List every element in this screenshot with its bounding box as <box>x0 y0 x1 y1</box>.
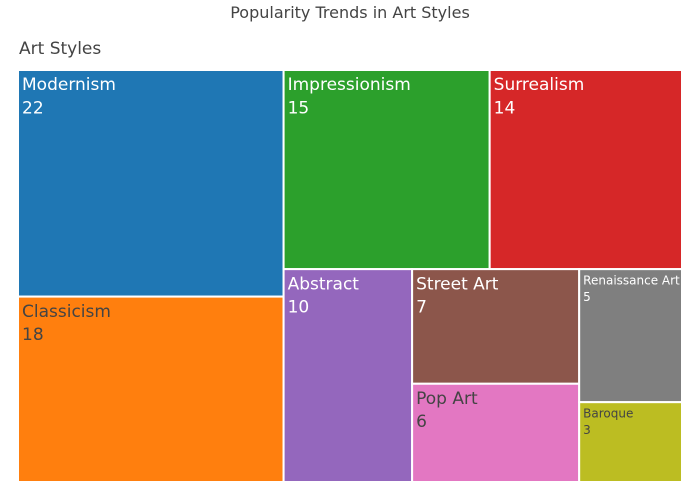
tile-label: Classicism <box>22 302 111 322</box>
treemap-tile-surrealism[interactable]: Surrealism 14 <box>488 69 684 271</box>
chart-title: Popularity Trends in Art Styles <box>230 3 470 22</box>
treemap-tile-street-art[interactable]: Street Art 7 <box>411 268 581 385</box>
tile-label: Pop Art <box>416 389 478 409</box>
treemap-tile-pop-art[interactable]: Pop Art 6 <box>411 382 581 483</box>
tile-value: 10 <box>288 298 310 318</box>
treemap-tile-renaissance-art[interactable]: Renaissance Art 5 <box>578 268 683 404</box>
tile-label: Abstract <box>288 274 360 294</box>
treemap-root-label[interactable]: Art Styles <box>19 39 102 59</box>
tile-label: Street Art <box>416 274 499 294</box>
treemap-tile-classicism[interactable]: Classicism 18 <box>17 295 285 483</box>
tile-value: 22 <box>22 98 44 118</box>
tile-value: 5 <box>583 290 591 304</box>
tile-value: 7 <box>416 298 427 318</box>
tile-label: Modernism <box>22 75 116 95</box>
tile-label: Impressionism <box>288 75 411 95</box>
treemap-rect[interactable] <box>17 69 285 298</box>
tile-value: 18 <box>22 325 44 345</box>
tile-label: Renaissance Art <box>583 274 680 288</box>
treemap-rect[interactable] <box>282 69 491 271</box>
tile-value: 6 <box>416 412 427 432</box>
tile-label: Surrealism <box>494 75 585 95</box>
treemap-rect[interactable] <box>488 69 684 271</box>
treemap-tile-impressionism[interactable]: Impressionism 15 <box>282 69 491 271</box>
treemap-tile-abstract[interactable]: Abstract 10 <box>282 268 414 483</box>
treemap-tile-modernism[interactable]: Modernism 22 <box>17 69 285 298</box>
tile-value: 14 <box>494 98 516 118</box>
tile-value: 15 <box>288 98 310 118</box>
treemap-rect[interactable] <box>578 401 683 483</box>
treemap-tile-baroque[interactable]: Baroque 3 <box>578 401 683 483</box>
tile-label: Baroque <box>583 407 633 421</box>
treemap-rect[interactable] <box>578 268 683 404</box>
treemap-rect[interactable] <box>17 295 285 483</box>
treemap-rect[interactable] <box>411 382 581 483</box>
tile-value: 3 <box>583 423 591 437</box>
treemap-rect[interactable] <box>282 268 414 483</box>
